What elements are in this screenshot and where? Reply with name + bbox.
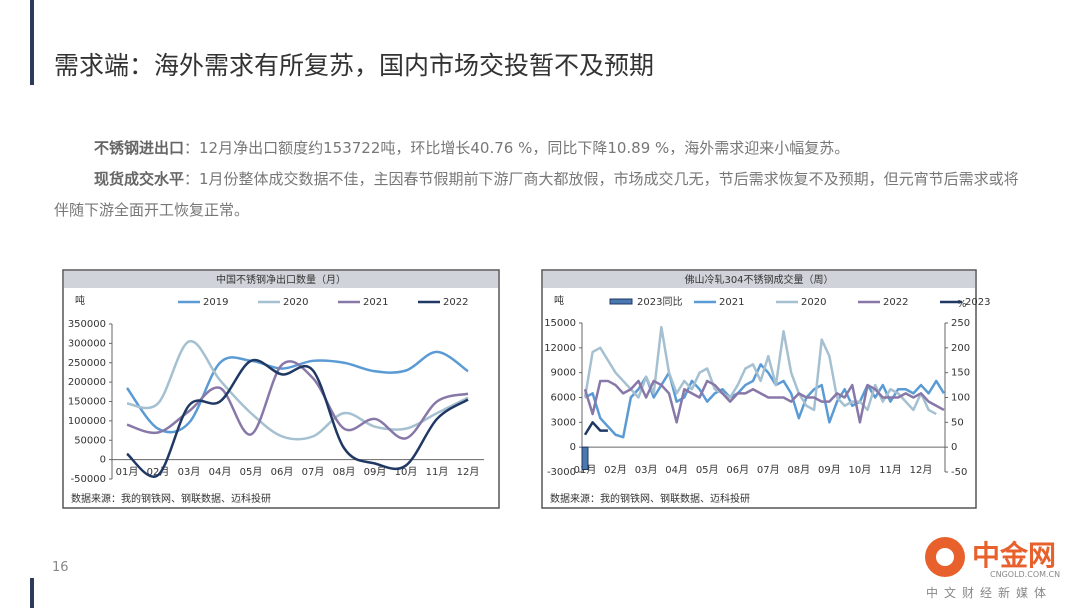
- x-tick-label: 11月: [879, 464, 902, 476]
- watermark-name: 中金网: [972, 539, 1057, 572]
- text: ：1月份整体成交数据不佳，主因春节假期前下游厂商大都放假，市场成交几无，节后需求…: [54, 170, 1019, 219]
- label: 不锈钢进出口: [94, 139, 185, 157]
- y2-tick-label: 50: [951, 417, 964, 428]
- y2-tick-label: -50: [951, 467, 967, 478]
- legend-label: 2023: [965, 297, 990, 308]
- legend-label: 2023同比: [637, 296, 682, 308]
- x-tick-label: 11月: [426, 466, 449, 478]
- y-axis-label: 吨: [75, 294, 85, 307]
- y-tick-label: 9000: [551, 368, 576, 379]
- source: 数据来源：我的钢铁网、钢联数据、迈科投研: [550, 492, 750, 505]
- x-tick-label: 07月: [757, 464, 780, 476]
- y-tick-label: 3000: [551, 417, 576, 428]
- x-tick-label: 01月: [116, 466, 139, 478]
- y-tick-label: 100000: [68, 416, 106, 427]
- x-tick-label: 06月: [726, 464, 749, 476]
- accent-bar: [30, 578, 34, 608]
- y-tick-label: -50000: [71, 474, 106, 485]
- line: [125, 350, 469, 434]
- chart-title: 中国不锈钢净出口数量（月）: [216, 273, 346, 286]
- y-tick-label: 50000: [74, 435, 106, 446]
- y-axis-label: 吨: [554, 294, 564, 307]
- page-number: 16: [52, 560, 69, 575]
- x-tick-label: 09月: [818, 464, 841, 476]
- line: [583, 421, 608, 436]
- watermark-slogan: 中文财经新媒体: [926, 586, 1053, 600]
- watermark-site: CNGOLD.COM.CN: [990, 570, 1061, 579]
- x-tick-label: 05月: [240, 466, 263, 478]
- line: [126, 360, 469, 440]
- y2-tick-label: 200: [951, 343, 970, 354]
- paragraph: 现货成交水平：1月份整体成交数据不佳，主因春节假期前下游厂商大都放假，市场成交几…: [54, 164, 1029, 226]
- x-tick-label: 12月: [910, 464, 933, 476]
- y-tick-label: 300000: [68, 338, 106, 349]
- legend-label: 2020: [801, 297, 826, 308]
- y-tick-label: 6000: [551, 393, 576, 404]
- y2-tick-label: 100: [951, 393, 970, 404]
- y2-tick-label: 150: [951, 368, 970, 379]
- legend-label: 2020: [283, 297, 308, 308]
- x-tick-label: 08月: [787, 464, 810, 476]
- y-tick-label: 12000: [544, 343, 576, 354]
- x-tick-label: 06月: [271, 466, 294, 478]
- logo: [936, 548, 954, 566]
- y-tick-label: 250000: [68, 358, 106, 369]
- y-tick-label: 350000: [68, 319, 106, 330]
- line: [583, 379, 945, 424]
- line: [126, 358, 469, 478]
- y-tick-label: 15000: [544, 318, 576, 329]
- legend-label: 2021: [363, 297, 388, 308]
- source: 数据来源：我的钢铁网、钢联数据、迈科投研: [71, 492, 271, 505]
- accent-bar: [30, 0, 34, 85]
- chart-header: [64, 271, 498, 288]
- y-tick-label: -3000: [547, 467, 576, 478]
- y-tick-label: 0: [100, 455, 106, 466]
- body-text: 不锈钢进出口：12月净出口额度约153722吨，环比增长40.76 %，同比下降…: [54, 133, 1029, 226]
- slide-title: 需求端：海外需求有所复苏，国内市场交投暂不及预期: [54, 51, 655, 80]
- y2-tick-label: 0: [951, 442, 957, 453]
- x-tick-label: 08月: [333, 466, 356, 478]
- y2-axis-label: %: [957, 299, 967, 310]
- x-tick-label: 09月: [364, 466, 387, 478]
- chart-header: [543, 271, 975, 288]
- x-tick-label: 07月: [302, 466, 325, 478]
- x-tick-label: 10月: [849, 464, 872, 476]
- legend-label: 2022: [443, 297, 468, 308]
- x-tick-label: 05月: [696, 464, 719, 476]
- chart-frame: [62, 269, 500, 509]
- legend-swatch: [609, 298, 633, 305]
- y-tick-label: 0: [570, 442, 576, 453]
- y2-tick-label: 250: [951, 318, 970, 329]
- x-tick-label: 04月: [209, 466, 232, 478]
- bar: [581, 446, 589, 471]
- text: ：12月净出口额度约153722吨，环比增长40.76 %，同比下降10.89 …: [184, 139, 850, 157]
- y-tick-label: 150000: [68, 397, 106, 408]
- line: [126, 340, 469, 441]
- legend-label: 2022: [883, 297, 908, 308]
- y-tick-label: 200000: [68, 377, 106, 388]
- x-tick-label: 03月: [635, 464, 658, 476]
- x-tick-label: 04月: [665, 464, 688, 476]
- x-tick-label: 02月: [604, 464, 627, 476]
- paragraph: 不锈钢进出口：12月净出口额度约153722吨，环比增长40.76 %，同比下降…: [54, 133, 1029, 164]
- x-tick-label: 12月: [457, 466, 480, 478]
- label: 现货成交水平: [94, 170, 185, 188]
- x-tick-label: 03月: [178, 466, 201, 478]
- chart-title: 佛山冷轧304不锈钢成交量（周）: [684, 273, 833, 286]
- legend-label: 2019: [203, 297, 228, 308]
- legend-label: 2021: [719, 297, 744, 308]
